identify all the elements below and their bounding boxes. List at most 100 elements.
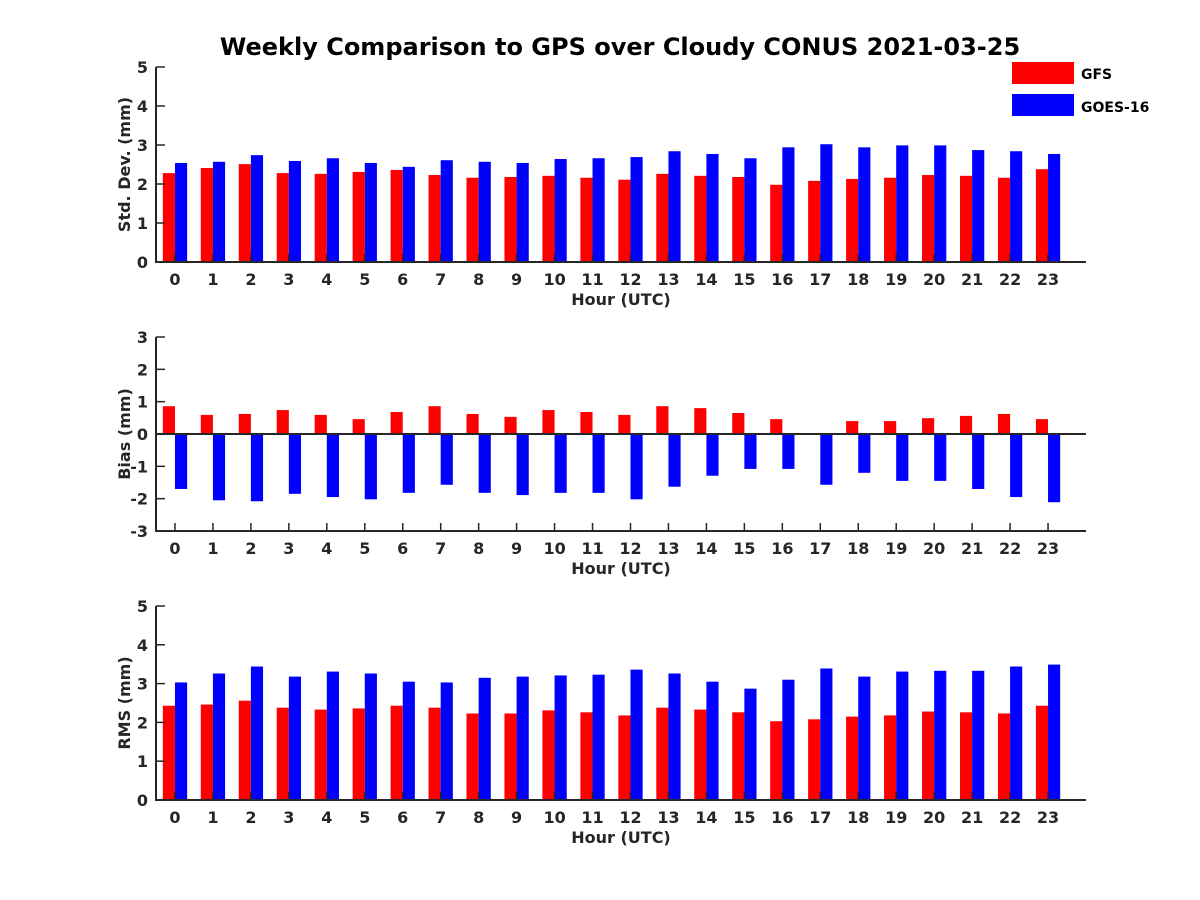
xtick-label-bias-7: 7 [435, 539, 446, 558]
bar-bias-goes-16-21 [972, 434, 985, 489]
ytick-label-std-5: 5 [137, 58, 148, 77]
xtick-label-rms-9: 9 [511, 808, 522, 827]
bar-std-goes-16-0 [174, 162, 188, 262]
xtick-label-bias-0: 0 [169, 539, 180, 558]
xtick-label-bias-21: 21 [961, 539, 983, 558]
bar-std-goes-16-21 [972, 150, 985, 262]
bar-rms-goes-16-23 [1048, 664, 1061, 800]
bar-std-goes-16-10 [554, 159, 567, 262]
bar-std-gfs-1 [200, 168, 213, 262]
bar-bias-gfs-0 [162, 406, 175, 434]
xtick-label-rms-4: 4 [321, 808, 332, 827]
ytick-label-std-2: 2 [137, 175, 148, 194]
bar-rms-gfs-10 [542, 710, 555, 800]
bar-rms-gfs-18 [846, 716, 859, 800]
bar-bias-goes-16-22 [1010, 434, 1023, 498]
bar-bias-goes-16-14 [706, 434, 719, 476]
xtick-label-std-13: 13 [657, 270, 679, 289]
bar-bias-gfs-11 [580, 412, 593, 434]
xtick-label-bias-13: 13 [657, 539, 679, 558]
bar-rms-goes-16-7 [440, 682, 453, 800]
bar-bias-gfs-13 [656, 406, 669, 434]
bar-bias-gfs-20 [922, 418, 935, 434]
xtick-label-std-17: 17 [809, 270, 831, 289]
xlabel-bias: Hour (UTC) [571, 559, 671, 578]
bar-std-goes-16-13 [668, 151, 681, 262]
ytick-label-bias-2: 2 [137, 360, 148, 379]
bar-std-gfs-15 [732, 176, 745, 262]
bar-rms-goes-16-14 [706, 681, 719, 800]
ytick-label-rms-5: 5 [137, 597, 148, 616]
bar-bias-gfs-2 [238, 413, 251, 434]
bar-rms-gfs-19 [884, 715, 897, 800]
xtick-label-bias-18: 18 [847, 539, 869, 558]
xtick-label-bias-17: 17 [809, 539, 831, 558]
bar-std-goes-16-11 [592, 158, 605, 262]
xtick-label-std-14: 14 [695, 270, 717, 289]
ytick-label-bias--2: -2 [130, 490, 148, 509]
legend: GFS GOES-16 [1012, 62, 1149, 116]
bar-rms-gfs-0 [162, 705, 175, 800]
bar-bias-gfs-21 [959, 415, 973, 434]
bar-rms-goes-16-1 [212, 673, 226, 800]
bar-rms-goes-16-9 [516, 676, 529, 800]
ylabel-rms: RMS (mm) [115, 656, 134, 749]
ytick-label-bias--3: -3 [130, 522, 148, 541]
bar-std-gfs-5 [352, 171, 365, 262]
bar-bias-gfs-14 [694, 408, 707, 434]
bar-rms-gfs-22 [997, 713, 1011, 800]
xtick-label-std-1: 1 [207, 270, 218, 289]
bar-rms-gfs-13 [656, 707, 669, 800]
bar-bias-gfs-4 [314, 414, 327, 434]
bar-bias-goes-16-9 [516, 434, 529, 496]
bar-std-gfs-9 [504, 176, 517, 262]
xtick-label-rms-18: 18 [847, 808, 869, 827]
xtick-label-rms-3: 3 [283, 808, 294, 827]
ylabel-std: Std. Dev. (mm) [115, 97, 134, 232]
xtick-label-std-21: 21 [961, 270, 983, 289]
bar-rms-goes-16-10 [554, 675, 567, 800]
ylabel-bias: Bias (mm) [115, 388, 134, 480]
bar-rms-goes-16-4 [326, 671, 339, 800]
bar-rms-gfs-5 [352, 708, 365, 800]
xtick-label-bias-22: 22 [999, 539, 1021, 558]
xtick-label-bias-23: 23 [1037, 539, 1059, 558]
bar-std-goes-16-7 [440, 160, 453, 262]
bar-rms-goes-16-19 [896, 671, 909, 800]
xtick-label-std-18: 18 [847, 270, 869, 289]
bar-rms-gfs-4 [314, 709, 327, 800]
bar-std-goes-16-14 [706, 153, 719, 262]
bar-rms-goes-16-16 [782, 679, 795, 800]
bar-rms-gfs-15 [732, 712, 745, 800]
legend-swatch-goes16 [1012, 94, 1074, 116]
xtick-label-bias-19: 19 [885, 539, 907, 558]
xtick-label-rms-16: 16 [771, 808, 793, 827]
xtick-label-bias-8: 8 [473, 539, 484, 558]
xtick-label-rms-13: 13 [657, 808, 679, 827]
xtick-label-rms-21: 21 [961, 808, 983, 827]
bar-bias-goes-16-17 [820, 434, 833, 485]
bar-rms-gfs-9 [504, 713, 517, 800]
xtick-label-bias-20: 20 [923, 539, 945, 558]
bar-bias-gfs-5 [352, 419, 365, 434]
bar-std-gfs-12 [618, 179, 631, 262]
bar-rms-goes-16-22 [1010, 666, 1023, 800]
bar-rms-gfs-2 [238, 700, 251, 800]
bar-rms-gfs-16 [770, 721, 783, 800]
legend-label-gfs: GFS [1081, 67, 1112, 83]
figure-title: Weekly Comparison to GPS over Cloudy CON… [220, 33, 1020, 61]
ytick-label-bias-1: 1 [137, 393, 148, 412]
bar-bias-gfs-3 [276, 410, 289, 434]
bar-bias-gfs-8 [466, 413, 479, 434]
bar-rms-goes-16-11 [592, 674, 605, 800]
xtick-label-bias-4: 4 [321, 539, 332, 558]
bar-std-goes-16-5 [364, 162, 377, 262]
xtick-label-bias-5: 5 [359, 539, 370, 558]
bar-rms-gfs-8 [466, 713, 479, 800]
bar-bias-goes-16-18 [858, 434, 871, 473]
bar-bias-goes-16-19 [896, 434, 909, 481]
bar-rms-gfs-21 [959, 712, 973, 800]
bar-std-goes-16-23 [1048, 153, 1061, 262]
